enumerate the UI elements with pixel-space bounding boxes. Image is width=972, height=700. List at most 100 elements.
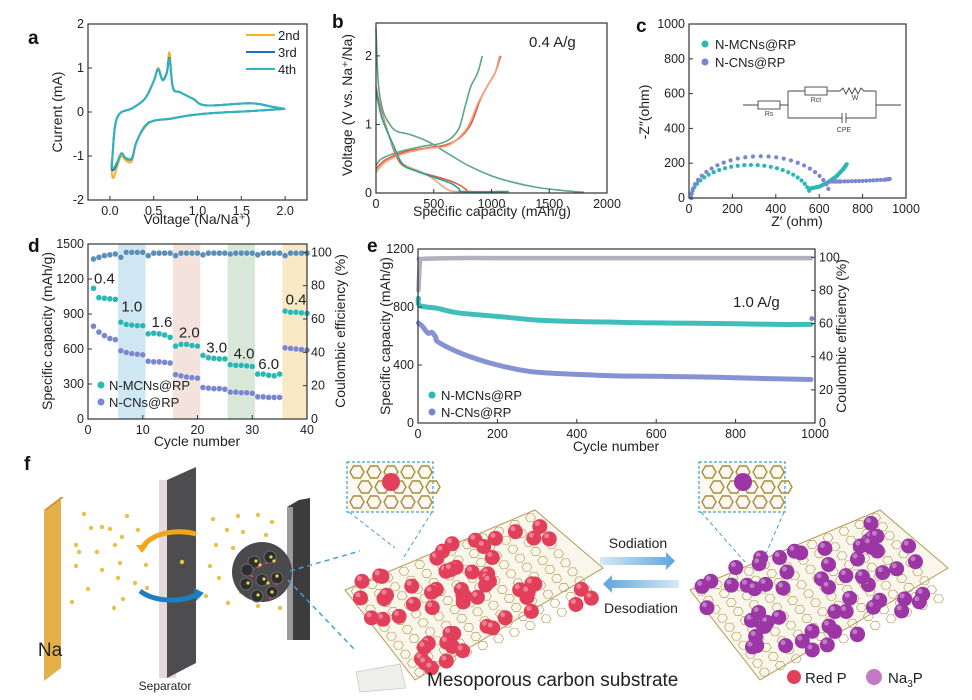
red-p-legend-label: Red P <box>805 670 847 687</box>
hexagon <box>488 600 499 610</box>
highlight <box>868 601 874 607</box>
particle-ion <box>262 577 266 581</box>
sodium-ion-icon <box>230 545 236 551</box>
atom-sphere <box>804 623 820 639</box>
pore <box>240 563 254 577</box>
hexagon <box>400 495 416 509</box>
highlight <box>355 592 361 598</box>
sodiation-label: Sodiation <box>609 535 667 551</box>
hexagon <box>549 598 561 608</box>
hexagon <box>718 465 734 479</box>
data-point-NMCNsRP <box>161 331 168 339</box>
atom-sphere <box>786 543 802 559</box>
y2-tick-label: 60 <box>311 312 325 326</box>
hexagon <box>759 667 770 677</box>
y-axis-label: Voltage (V vs. Na⁺/Na) <box>339 34 355 176</box>
hexagon <box>725 598 737 607</box>
rate-label: 1.6 <box>151 314 172 331</box>
data-point-NCNsRP <box>254 393 261 401</box>
atom-sphere <box>911 594 927 610</box>
highlight <box>750 630 756 636</box>
y-tick-label: 0 <box>365 186 372 200</box>
highlight <box>470 534 476 540</box>
x-tick-label: 800 <box>852 202 873 216</box>
y-tick-label: 0 <box>77 412 84 426</box>
highlight <box>426 662 432 668</box>
atom-sphere <box>453 581 469 597</box>
data-point-NMCNsRP <box>221 355 229 363</box>
highlight <box>419 657 425 663</box>
x-tick-label: 2000 <box>593 197 621 211</box>
data-point <box>821 177 826 183</box>
highlight <box>807 625 813 631</box>
data-point-Coulombicefficiency <box>90 255 97 263</box>
panel-label-a: a <box>28 28 39 49</box>
hexagon <box>496 585 508 594</box>
data-point <box>824 182 829 187</box>
highlight <box>456 583 462 589</box>
data-point-Coulombicefficiency <box>166 249 174 257</box>
rate-label: 2.0 <box>179 324 200 341</box>
red-phosphorus-sheet <box>344 509 604 681</box>
data-point-NMCNsRP <box>106 295 114 303</box>
sodium-ion-icon <box>143 562 149 568</box>
highlight <box>570 598 576 604</box>
data-point <box>743 155 748 160</box>
y-tick-label: 1500 <box>56 237 84 251</box>
data-point <box>717 167 722 173</box>
desodiation-arrow-icon <box>603 575 679 593</box>
x-tick-label: 600 <box>646 427 667 441</box>
highlight <box>445 627 451 633</box>
y-tick-label: 0 <box>77 105 84 119</box>
series-line-NCNsRP <box>415 320 814 382</box>
hexagon <box>553 549 564 559</box>
data-point <box>709 166 714 171</box>
data-point-Coulombicefficiency <box>188 249 196 257</box>
zoom-guide-lines <box>287 550 361 651</box>
x-tick-label: 1.0 <box>189 204 206 218</box>
data-point-NMCNsRP <box>95 294 103 301</box>
data-point <box>842 179 847 184</box>
sodium-ion-icon <box>277 605 283 611</box>
data-point <box>755 163 760 168</box>
atom-sphere <box>897 591 913 607</box>
data-point-Coulombicefficiency <box>106 251 114 259</box>
y2-axis-label: Coulombic efficiency (%) <box>332 254 348 408</box>
hexagon <box>510 603 522 612</box>
data-point <box>838 179 844 184</box>
y-tick-label: 2 <box>365 49 372 63</box>
data-point-NMCNsRP <box>287 309 294 316</box>
data-point <box>690 186 696 191</box>
data-point-Coulombicefficiency <box>292 249 300 257</box>
highlight <box>406 580 412 586</box>
y2-tick-label: 40 <box>819 350 833 364</box>
highlight <box>374 570 380 576</box>
atom-sphere <box>694 578 710 594</box>
data-point-Coulombicefficiency <box>183 249 190 257</box>
sodium-ion-icon <box>69 599 75 605</box>
data-point-NMCNsRP <box>150 330 157 337</box>
hexagon <box>505 569 517 579</box>
x-tick-label: 800 <box>725 427 746 441</box>
particle-ion <box>258 563 262 567</box>
sodium-ion-icon <box>81 511 87 517</box>
circuit-label-w: W <box>852 95 859 102</box>
hexagon <box>769 465 785 479</box>
resistor-rs-icon <box>757 100 781 110</box>
data-point <box>721 160 726 165</box>
x-tick-label: 30 <box>245 423 259 437</box>
hexagon <box>709 480 725 494</box>
y-tick-label: 900 <box>63 307 84 321</box>
particle-ion <box>272 559 276 563</box>
highlight <box>747 641 753 647</box>
data-point-NCNsRP <box>210 385 218 392</box>
hexagon <box>724 622 735 632</box>
sodium-ion-icon <box>179 559 185 565</box>
y2-tick-label: 80 <box>311 279 325 293</box>
data-point-Coulombicefficiency <box>134 249 141 256</box>
atom-sphere <box>819 637 835 653</box>
highlight <box>914 596 920 602</box>
sodium-ion-icon <box>85 586 91 592</box>
x-axis-label: Cycle number <box>573 438 660 454</box>
legend-label: N-MCNs@RP <box>441 388 522 403</box>
